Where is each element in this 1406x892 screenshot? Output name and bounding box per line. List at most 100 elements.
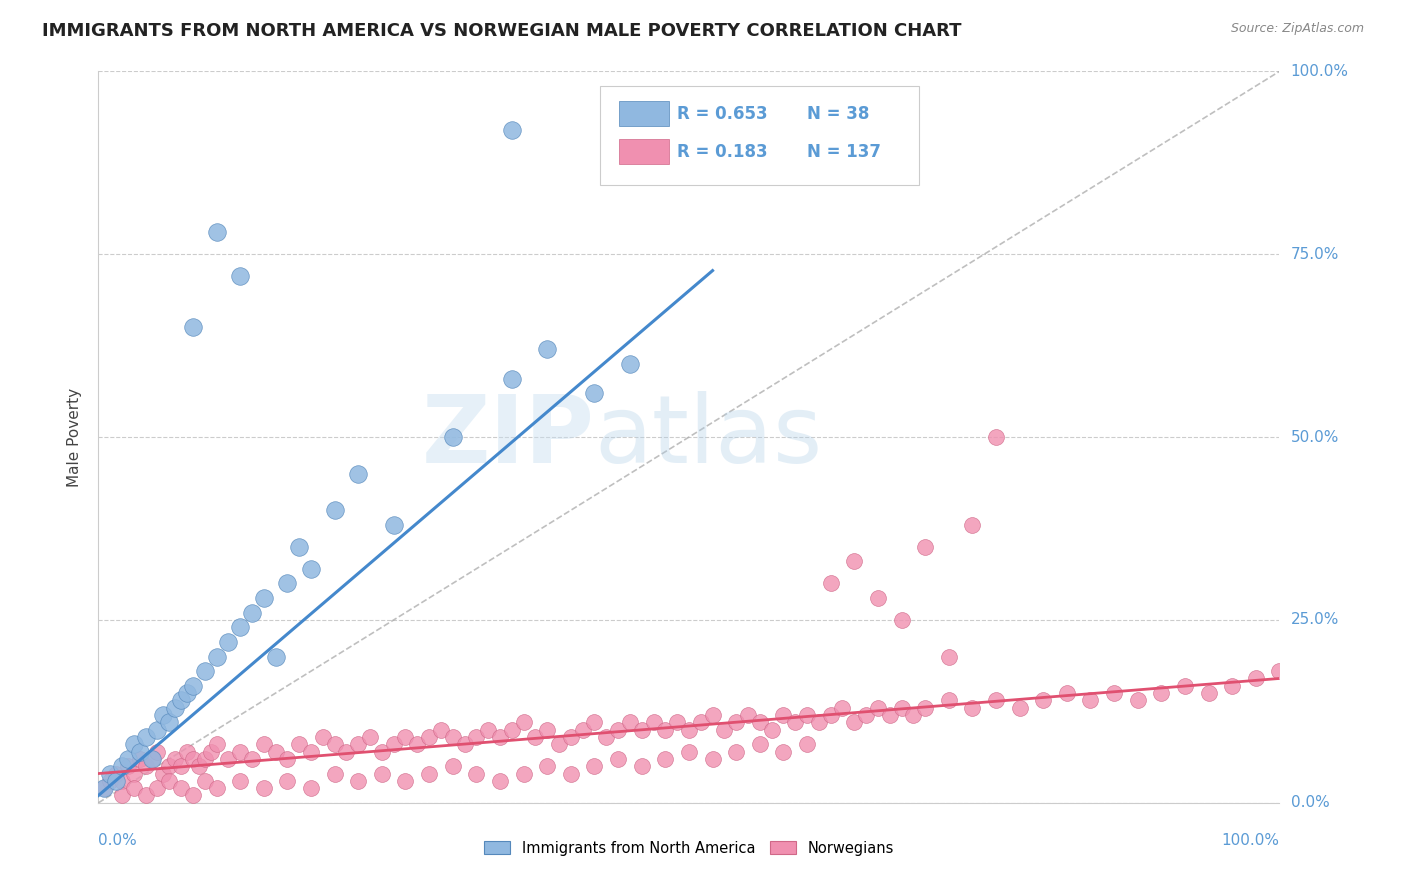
Text: atlas: atlas (595, 391, 823, 483)
Point (288, 737, 311, 751)
Point (122, 737, 145, 751)
Point (299, 562, 322, 576)
Point (1008, 700, 1031, 714)
Point (359, 730, 381, 744)
Point (205, 649, 228, 664)
Point (512, 766, 534, 780)
Point (335, 745, 357, 759)
Point (98, 773, 121, 788)
Point (1032, 693, 1054, 707)
Point (583, 386, 606, 401)
Text: 75.0%: 75.0% (1291, 247, 1339, 261)
Point (323, 503, 346, 517)
Point (157, 715, 180, 730)
Point (1126, 693, 1149, 707)
Point (288, 540, 311, 554)
Point (323, 766, 346, 780)
Point (855, 708, 877, 723)
Text: ZIP: ZIP (422, 391, 595, 483)
Point (394, 730, 416, 744)
Point (595, 730, 617, 744)
Point (170, 781, 193, 796)
Point (984, 430, 1007, 444)
Text: Source: ZipAtlas.com: Source: ZipAtlas.com (1230, 22, 1364, 36)
Point (229, 773, 252, 788)
Point (371, 745, 394, 759)
Point (253, 591, 276, 605)
FancyBboxPatch shape (619, 139, 669, 164)
Point (643, 715, 665, 730)
Point (382, 517, 405, 532)
Point (713, 723, 735, 737)
Point (170, 759, 193, 773)
Point (630, 759, 652, 773)
Text: 100.0%: 100.0% (1222, 833, 1279, 848)
Point (170, 693, 193, 707)
Point (619, 357, 641, 371)
Point (831, 700, 853, 714)
Point (146, 781, 169, 796)
Point (761, 723, 783, 737)
Text: R = 0.653: R = 0.653 (678, 104, 768, 123)
Point (276, 752, 298, 766)
Point (194, 664, 217, 678)
Point (962, 517, 984, 532)
Point (772, 708, 794, 723)
FancyBboxPatch shape (600, 86, 920, 185)
Point (583, 715, 606, 730)
Point (796, 737, 818, 751)
Point (135, 730, 157, 744)
Point (253, 737, 276, 751)
Point (583, 759, 606, 773)
Point (465, 730, 488, 744)
Point (607, 723, 630, 737)
Point (128, 752, 150, 766)
Point (844, 554, 866, 568)
Text: R = 0.183: R = 0.183 (678, 143, 768, 161)
Point (512, 715, 534, 730)
Point (807, 715, 830, 730)
Point (938, 649, 960, 664)
Point (105, 766, 128, 780)
Point (501, 723, 523, 737)
Point (406, 737, 429, 751)
Point (181, 679, 204, 693)
Point (157, 759, 180, 773)
Point (441, 759, 464, 773)
Text: N = 38: N = 38 (807, 104, 869, 123)
Point (548, 737, 571, 751)
Point (890, 613, 912, 627)
Point (737, 708, 759, 723)
Point (157, 773, 180, 788)
Point (785, 715, 807, 730)
Point (135, 789, 157, 803)
Point (181, 752, 204, 766)
Point (146, 723, 169, 737)
Point (914, 700, 936, 714)
Point (477, 723, 499, 737)
Point (264, 649, 287, 664)
Point (1198, 686, 1220, 700)
Point (93, 781, 115, 796)
Point (430, 723, 453, 737)
Text: IMMIGRANTS FROM NORTH AMERICA VS NORWEGIAN MALE POVERTY CORRELATION CHART: IMMIGRANTS FROM NORTH AMERICA VS NORWEGI… (42, 22, 962, 40)
Point (938, 693, 960, 707)
Point (152, 708, 174, 723)
Point (1268, 664, 1291, 678)
Point (229, 269, 252, 284)
Point (914, 540, 936, 554)
Point (128, 745, 150, 759)
Point (141, 752, 163, 766)
Point (299, 781, 322, 796)
Point (152, 766, 174, 780)
Point (689, 715, 711, 730)
Point (820, 708, 842, 723)
Point (844, 715, 866, 730)
Point (122, 766, 145, 780)
Point (165, 752, 187, 766)
Point (347, 773, 370, 788)
Point (1150, 686, 1173, 700)
Point (536, 343, 558, 357)
Point (117, 759, 139, 773)
Point (135, 759, 157, 773)
